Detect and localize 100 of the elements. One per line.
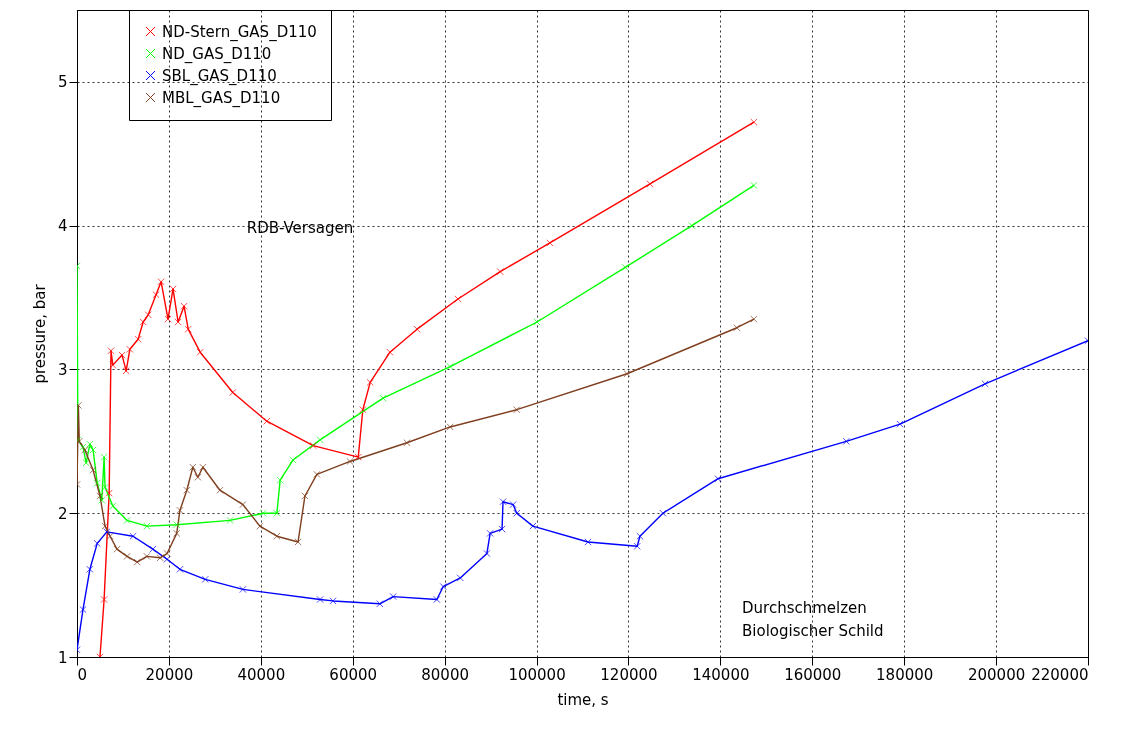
annotation: Durchschmelzen Biologischer Schild bbox=[742, 599, 884, 640]
x-tick-label: 0 bbox=[77, 665, 88, 684]
point bbox=[981, 380, 989, 388]
point bbox=[446, 362, 454, 371]
point bbox=[263, 417, 271, 425]
point bbox=[101, 483, 109, 491]
point bbox=[100, 595, 108, 604]
point bbox=[354, 453, 362, 461]
point bbox=[301, 492, 309, 500]
point bbox=[118, 351, 126, 359]
point bbox=[122, 367, 130, 375]
point bbox=[513, 406, 521, 414]
y-tick-label: 3 bbox=[57, 360, 68, 379]
point bbox=[100, 453, 108, 461]
point bbox=[688, 222, 696, 230]
point bbox=[176, 506, 184, 515]
point bbox=[152, 291, 160, 299]
point bbox=[256, 522, 264, 530]
point bbox=[144, 311, 152, 319]
point bbox=[107, 347, 115, 355]
y-tick-label: 2 bbox=[57, 504, 68, 523]
x-tick-label: 80000 bbox=[421, 665, 469, 684]
point bbox=[239, 585, 247, 594]
point bbox=[366, 378, 374, 387]
point bbox=[184, 325, 192, 333]
point bbox=[93, 479, 101, 487]
point bbox=[509, 500, 517, 509]
point bbox=[842, 437, 850, 445]
x-tick-label: 140000 bbox=[692, 665, 750, 684]
point bbox=[359, 406, 367, 414]
point bbox=[189, 463, 197, 471]
x-tick-label: 40000 bbox=[237, 665, 286, 684]
point bbox=[134, 335, 142, 343]
point bbox=[173, 521, 181, 529]
point bbox=[733, 324, 741, 332]
point bbox=[156, 554, 164, 562]
point bbox=[89, 466, 97, 474]
point bbox=[139, 318, 147, 326]
point bbox=[105, 489, 113, 497]
point bbox=[201, 575, 209, 584]
point bbox=[273, 532, 281, 540]
y-tick-label: 1 bbox=[57, 648, 68, 667]
point bbox=[194, 473, 202, 481]
point bbox=[499, 498, 507, 506]
point bbox=[143, 522, 151, 530]
x-tick-label: 60000 bbox=[329, 665, 378, 684]
point bbox=[82, 459, 90, 467]
point bbox=[896, 420, 904, 428]
point bbox=[239, 500, 247, 509]
x-tick-label: 120000 bbox=[600, 665, 658, 684]
point bbox=[199, 463, 207, 471]
legend-label: SBL_GAS_D110 bbox=[162, 66, 277, 86]
point bbox=[389, 592, 397, 601]
point bbox=[750, 181, 758, 190]
point bbox=[633, 542, 641, 550]
point bbox=[413, 325, 421, 333]
point bbox=[129, 532, 137, 540]
point bbox=[659, 509, 667, 517]
point bbox=[496, 268, 504, 276]
point bbox=[439, 582, 447, 591]
point bbox=[113, 545, 121, 553]
point bbox=[216, 486, 224, 494]
point bbox=[176, 565, 184, 573]
point bbox=[226, 516, 234, 525]
y-tick-label: 5 bbox=[57, 73, 68, 92]
legend-label: MBL_GAS_D110 bbox=[162, 88, 281, 108]
y-axis-title: pressure, bar bbox=[30, 283, 49, 384]
point bbox=[173, 529, 181, 538]
point bbox=[169, 285, 177, 293]
legend-label: ND_GAS_D110 bbox=[162, 44, 272, 64]
point bbox=[109, 361, 117, 369]
x-tick-label: 100000 bbox=[508, 665, 566, 684]
point bbox=[93, 539, 101, 548]
point bbox=[109, 502, 117, 510]
point bbox=[646, 180, 654, 188]
point bbox=[456, 574, 464, 582]
x-tick-label: 180000 bbox=[876, 665, 934, 684]
point bbox=[98, 496, 106, 504]
point bbox=[636, 532, 644, 540]
legend-label: ND-Stern_GAS_D110 bbox=[162, 22, 317, 42]
point bbox=[329, 597, 337, 605]
point bbox=[623, 370, 631, 378]
point bbox=[196, 348, 204, 356]
point bbox=[123, 516, 131, 525]
point bbox=[316, 436, 324, 444]
point bbox=[89, 446, 97, 454]
point bbox=[229, 388, 237, 397]
point bbox=[86, 440, 94, 448]
point bbox=[750, 118, 758, 126]
point bbox=[174, 318, 182, 326]
point bbox=[379, 394, 387, 402]
y-tick-label: 4 bbox=[57, 217, 68, 236]
point bbox=[750, 315, 758, 323]
point bbox=[316, 595, 324, 604]
point bbox=[126, 345, 134, 353]
point bbox=[143, 552, 151, 561]
point bbox=[486, 529, 494, 538]
point bbox=[163, 549, 171, 558]
point bbox=[276, 476, 284, 484]
point bbox=[386, 348, 394, 356]
